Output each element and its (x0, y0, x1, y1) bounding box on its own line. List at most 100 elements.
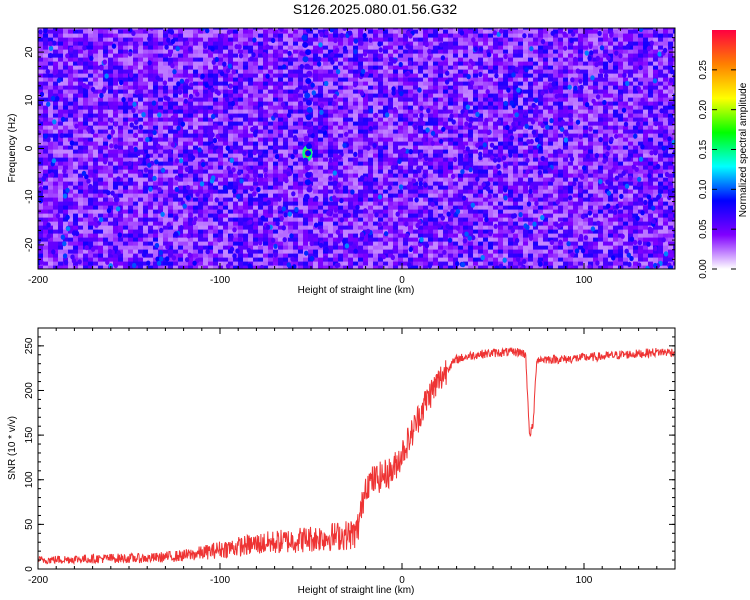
heatmap-cell (328, 225, 334, 230)
heatmap-cell (348, 157, 354, 162)
heatmap-cell (263, 37, 269, 42)
heatmap-cell (383, 57, 389, 62)
heatmap-cell (328, 201, 334, 206)
heatmap-cell (363, 189, 369, 194)
heatmap-cell (208, 121, 214, 126)
heatmap-cell (238, 173, 244, 178)
heatmap-cell (98, 101, 104, 106)
heatmap-cell (238, 29, 244, 34)
heatmap-cell (393, 169, 399, 174)
heatmap-cell (323, 265, 329, 269)
heatmap-cell (238, 157, 244, 162)
heatmap-cell (138, 185, 144, 190)
heatmap-cell (313, 157, 319, 162)
heatmap-cell (153, 249, 159, 254)
heatmap-cell (368, 209, 374, 214)
heatmap-cell (368, 93, 374, 98)
heatmap-cell (383, 117, 389, 122)
heatmap-cell (113, 33, 119, 38)
heatmap-cell (338, 133, 344, 138)
heatmap-cell (353, 109, 359, 114)
heatmap-cell (373, 257, 379, 262)
heatmap-cell (83, 129, 89, 134)
heatmap-cell (348, 45, 354, 50)
heatmap-cell (383, 197, 389, 202)
heatmap-cell (388, 28, 394, 30)
heatmap-cell (133, 193, 139, 198)
heatmap-cell (293, 53, 299, 58)
heatmap-cell (298, 189, 304, 194)
heatmap-cell (113, 201, 119, 206)
heatmap-cell (358, 121, 364, 126)
heatmap-cell (343, 29, 349, 34)
heatmap-cell (268, 229, 274, 234)
heatmap-cell (428, 225, 434, 230)
heatmap-cell (313, 233, 319, 238)
heatmap-cell (263, 69, 269, 74)
heatmap-cell (213, 181, 219, 186)
heatmap-cell (313, 109, 319, 114)
heatmap-cell (378, 249, 384, 254)
heatmap-cell (203, 161, 209, 166)
heatmap-cell (338, 189, 344, 194)
heatmap-cell (153, 29, 159, 34)
heatmap-cell (248, 217, 254, 222)
heatmap-cell (213, 29, 219, 34)
heatmap-cell (148, 213, 154, 218)
heatmap-cell (398, 37, 404, 42)
heatmap-cell (183, 185, 189, 190)
heatmap-cell (443, 221, 449, 226)
heatmap-cell (418, 125, 424, 130)
heatmap-cell (398, 265, 404, 269)
heatmap-cell (163, 173, 169, 178)
heatmap-cell (358, 89, 364, 94)
heatmap-cell (153, 41, 159, 46)
heatmap-cell (348, 153, 354, 158)
heatmap-cell (398, 41, 404, 46)
heatmap-cell (118, 113, 124, 118)
heatmap-cell (338, 169, 344, 174)
heatmap-cell (348, 165, 354, 170)
heatmap-cell (353, 201, 359, 206)
heatmap-cell (273, 117, 279, 122)
heatmap-cell (93, 85, 99, 90)
heatmap-cell (43, 193, 49, 198)
heatmap-cell (418, 93, 424, 98)
heatmap-cell (93, 105, 99, 110)
heatmap-cell (328, 69, 334, 74)
heatmap-cell (108, 89, 114, 94)
heatmap-cell (93, 61, 99, 66)
heatmap-cell (133, 61, 139, 66)
heatmap-cell (153, 93, 159, 98)
heatmap-cell (373, 245, 379, 250)
heatmap-cell (123, 61, 129, 66)
heatmap-cell (83, 193, 89, 198)
heatmap-cell (38, 245, 44, 250)
heatmap-cell (113, 97, 119, 102)
heatmap-cell (68, 261, 74, 266)
heatmap-cell (78, 161, 84, 166)
heatmap-cell (308, 205, 314, 210)
heatmap-cell (248, 81, 254, 86)
heatmap-cell (353, 61, 359, 66)
heatmap-cell (143, 129, 149, 134)
heatmap-cell (133, 69, 139, 74)
heatmap-cell (228, 217, 234, 222)
heatmap-cell (233, 77, 239, 82)
heatmap-cell (58, 28, 64, 30)
heatmap-cell (403, 189, 409, 194)
heatmap-cell (173, 53, 179, 58)
heatmap-cell (338, 109, 344, 114)
heatmap-cell (198, 117, 204, 122)
heatmap-cell (358, 157, 364, 162)
heatmap-cell (133, 77, 139, 82)
heatmap-cell (108, 109, 114, 114)
heatmap-cell (128, 225, 134, 230)
heatmap-cell (83, 61, 89, 66)
heatmap-cell (208, 173, 214, 178)
heatmap-cell (228, 137, 234, 142)
heatmap-cell (278, 225, 284, 230)
heatmap-cell (63, 77, 69, 82)
heatmap-cell (233, 141, 239, 146)
heatmap-cell (443, 109, 449, 114)
